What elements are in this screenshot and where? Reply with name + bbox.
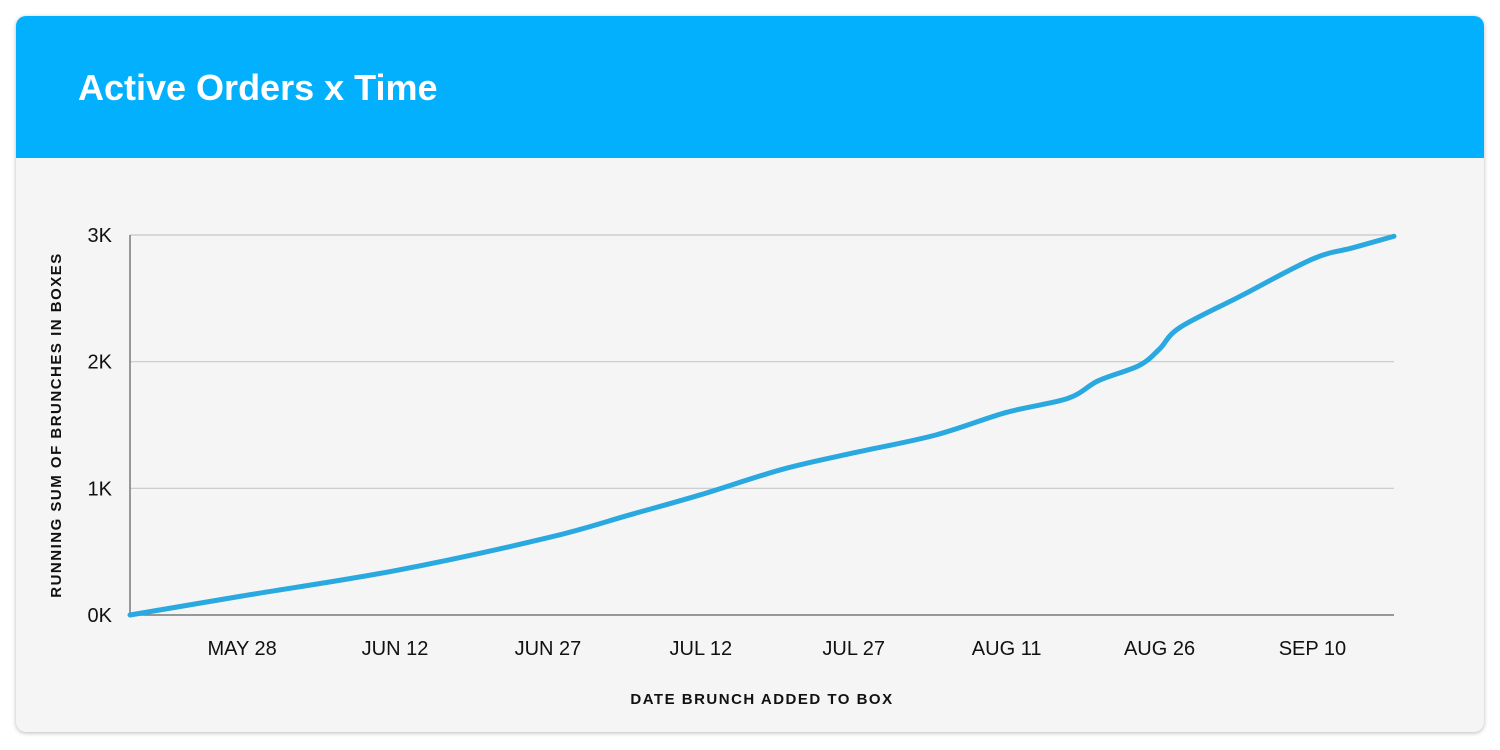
gridlines — [130, 234, 1394, 489]
x-tick-label: AUG 11 — [972, 638, 1042, 660]
x-tick-label: SEP 10 — [1279, 638, 1346, 660]
y-tick-label: 1K — [88, 478, 113, 500]
y-tick-label: 0K — [88, 605, 113, 627]
axes — [129, 235, 1394, 616]
x-tick-labels: MAY 28 JUN 12 JUN 27 JUL 12 JUL 27 AUG 11 AUG … — [207, 638, 1346, 660]
chart-card: Active Orders x Time 0K 1K 2K 3K MAY 28 JUN … — [16, 16, 1484, 732]
series-line-0 — [127, 233, 1397, 618]
x-tick-label: JUL 12 — [670, 638, 733, 660]
x-tick-label: AUG 26 — [1124, 638, 1195, 660]
x-tick-label: JUN 12 — [362, 638, 429, 660]
chart-title: Active Orders x Time — [78, 67, 438, 108]
y-tick-label: 2K — [88, 352, 113, 374]
y-tick-label: 3K — [88, 225, 113, 247]
x-tick-label: MAY 28 — [207, 638, 276, 660]
y-axis-title: RUNNING SUM OF BRUNCHES IN BOXES — [48, 252, 65, 598]
line-chart: 0K 1K 2K 3K MAY 28 JUN 12 JUN 27 JUL 12 JUL 27 A… — [48, 225, 1397, 708]
card-header: Active Orders x Time — [16, 16, 1484, 158]
x-tick-label: JUL 27 — [822, 638, 885, 660]
y-tick-labels: 0K 1K 2K 3K — [88, 225, 113, 627]
x-axis-title: DATE BRUNCH ADDED TO BOX — [630, 691, 893, 708]
series-layer — [127, 233, 1397, 618]
x-tick-label: JUN 27 — [515, 638, 582, 660]
